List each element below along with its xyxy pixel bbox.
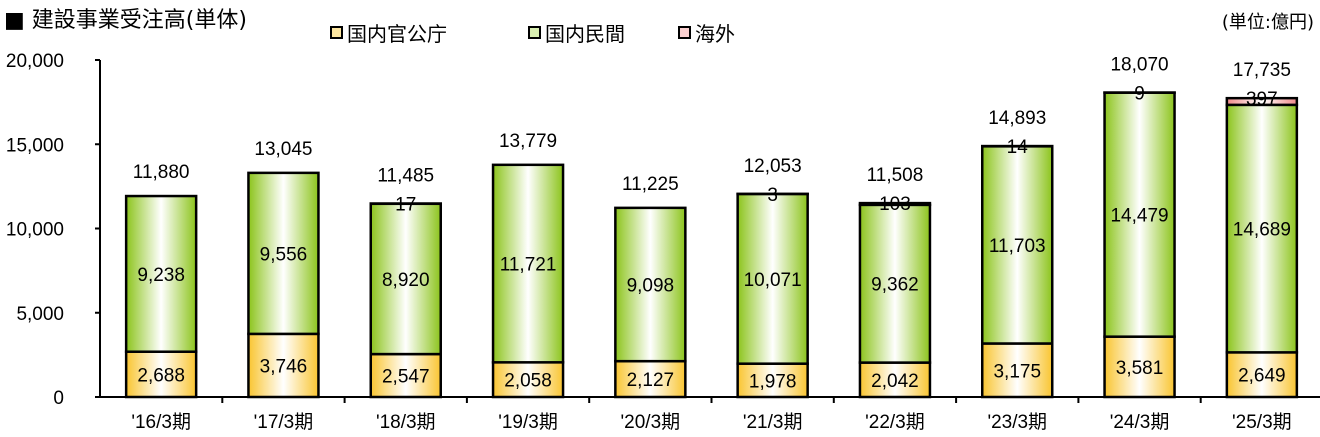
data-label: 3,746 bbox=[260, 356, 308, 377]
x-tick-label: '22/3期 bbox=[865, 411, 925, 433]
y-tick-label: 15,000 bbox=[6, 135, 64, 156]
legend-item-public: 国内官公庁 bbox=[330, 18, 447, 47]
data-label: 2,688 bbox=[137, 365, 185, 386]
total-label: 13,045 bbox=[254, 139, 312, 160]
y-tick-label: 20,000 bbox=[6, 51, 64, 72]
data-label: 2,127 bbox=[627, 370, 675, 391]
bar-segment-0 bbox=[491, 361, 565, 399]
bar-segment-2 bbox=[1225, 96, 1299, 107]
bar-segment-1 bbox=[491, 163, 565, 364]
y-tick-label: 5,000 bbox=[16, 304, 64, 325]
bar-segment-0 bbox=[981, 342, 1054, 399]
total-label: 11,508 bbox=[867, 165, 924, 186]
bar-segment-1 bbox=[858, 203, 932, 364]
data-label: 11,703 bbox=[989, 236, 1046, 257]
x-tick-label: '18/3期 bbox=[376, 411, 436, 433]
bar-segment-1 bbox=[981, 145, 1054, 345]
bar-segment-0 bbox=[736, 362, 809, 399]
total-label: 12,053 bbox=[744, 156, 802, 177]
total-label: 11,225 bbox=[622, 174, 679, 195]
chart-title: ■ 建設事業受注高(単体) bbox=[4, 8, 247, 33]
legend-swatch bbox=[678, 26, 691, 39]
data-label: 11,721 bbox=[500, 255, 557, 276]
data-label: 2,547 bbox=[382, 367, 430, 388]
data-label: 9,556 bbox=[260, 244, 308, 265]
x-tick-label: '24/3期 bbox=[1110, 411, 1170, 433]
bar-segment-2 bbox=[858, 201, 932, 207]
bar-segment-1 bbox=[1103, 91, 1176, 338]
total-label: 14,893 bbox=[988, 108, 1046, 129]
x-tick-label: '16/3期 bbox=[131, 411, 191, 433]
data-label: 9,238 bbox=[137, 265, 185, 286]
data-label: 3,175 bbox=[993, 361, 1041, 382]
total-label: 11,485 bbox=[377, 165, 434, 186]
y-tick-label: 0 bbox=[53, 388, 64, 409]
bar-segment-1 bbox=[247, 171, 320, 336]
bar-segment-0 bbox=[1225, 351, 1299, 399]
bar-segment-1 bbox=[614, 206, 687, 363]
legend-label: 海外 bbox=[695, 22, 735, 46]
data-label: 103 bbox=[879, 194, 911, 215]
bar-segment-1 bbox=[124, 194, 198, 353]
data-label: 9,098 bbox=[627, 276, 675, 297]
total-label: 11,880 bbox=[133, 162, 190, 183]
x-tick-label: '25/3期 bbox=[1232, 411, 1292, 433]
data-label: 9 bbox=[1134, 84, 1145, 105]
legend-label: 国内官公庁 bbox=[347, 22, 447, 46]
unit-label: (単位:億円) bbox=[1221, 12, 1314, 33]
y-tick-label: 10,000 bbox=[6, 220, 64, 241]
data-label: 14,479 bbox=[1110, 206, 1168, 227]
data-label: 9,362 bbox=[871, 275, 919, 296]
bar-segment-1 bbox=[1225, 103, 1299, 354]
data-label: 2,042 bbox=[871, 371, 919, 392]
data-label: 3 bbox=[767, 185, 778, 206]
data-label: 397 bbox=[1246, 89, 1278, 110]
data-label: 2,649 bbox=[1238, 366, 1286, 387]
data-label: 14 bbox=[1007, 137, 1029, 158]
data-label: 14,689 bbox=[1233, 220, 1291, 241]
data-label: 1,978 bbox=[749, 371, 797, 392]
data-label: 17 bbox=[395, 194, 416, 215]
total-label: 18,070 bbox=[1110, 55, 1168, 76]
bar-segment-0 bbox=[614, 359, 687, 399]
bar-segment-0 bbox=[247, 332, 320, 399]
x-tick-label: '21/3期 bbox=[743, 411, 803, 433]
data-label: 8,920 bbox=[382, 270, 430, 291]
x-tick-label: '20/3期 bbox=[621, 411, 681, 433]
data-label: 3,581 bbox=[1116, 358, 1164, 379]
legend-swatch bbox=[528, 26, 541, 39]
bar-segment-0 bbox=[858, 361, 932, 399]
legend-label: 国内民間 bbox=[545, 22, 625, 46]
total-label: 13,779 bbox=[499, 131, 557, 152]
total-label: 17,735 bbox=[1233, 60, 1291, 81]
bar-segment-0 bbox=[369, 352, 442, 399]
legend-item-overseas: 海外 bbox=[678, 18, 735, 47]
legend-swatch bbox=[330, 26, 343, 39]
x-tick-label: '19/3期 bbox=[498, 411, 558, 433]
bar-segment-1 bbox=[369, 202, 442, 356]
x-tick-label: '17/3期 bbox=[254, 411, 314, 433]
x-tick-label: '23/3期 bbox=[987, 411, 1047, 433]
data-label: 2,058 bbox=[504, 371, 552, 392]
bar-segment-0 bbox=[124, 350, 198, 399]
legend-item-private: 国内民間 bbox=[528, 18, 625, 47]
data-label: 10,071 bbox=[744, 270, 802, 291]
